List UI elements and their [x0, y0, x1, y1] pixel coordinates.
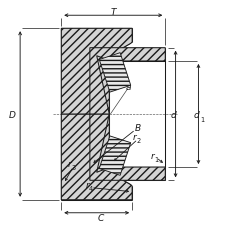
- Text: 1: 1: [154, 156, 158, 162]
- Text: T: T: [110, 8, 116, 16]
- Text: 2: 2: [136, 137, 140, 143]
- Polygon shape: [61, 29, 132, 114]
- Polygon shape: [99, 53, 130, 93]
- Text: B: B: [134, 123, 140, 132]
- Text: a: a: [125, 83, 131, 92]
- Polygon shape: [99, 136, 130, 176]
- Text: C: C: [97, 213, 103, 222]
- Text: 4: 4: [89, 185, 93, 191]
- Text: r: r: [150, 151, 154, 160]
- Polygon shape: [90, 114, 165, 180]
- Polygon shape: [61, 114, 132, 200]
- Text: d: d: [193, 110, 198, 119]
- Text: d: d: [170, 110, 176, 119]
- Text: r: r: [68, 160, 71, 169]
- Text: 3: 3: [71, 165, 75, 171]
- Text: r: r: [132, 132, 136, 141]
- Text: 1: 1: [200, 117, 204, 123]
- Text: r: r: [85, 181, 89, 190]
- Polygon shape: [90, 49, 165, 115]
- Text: D: D: [9, 110, 16, 119]
